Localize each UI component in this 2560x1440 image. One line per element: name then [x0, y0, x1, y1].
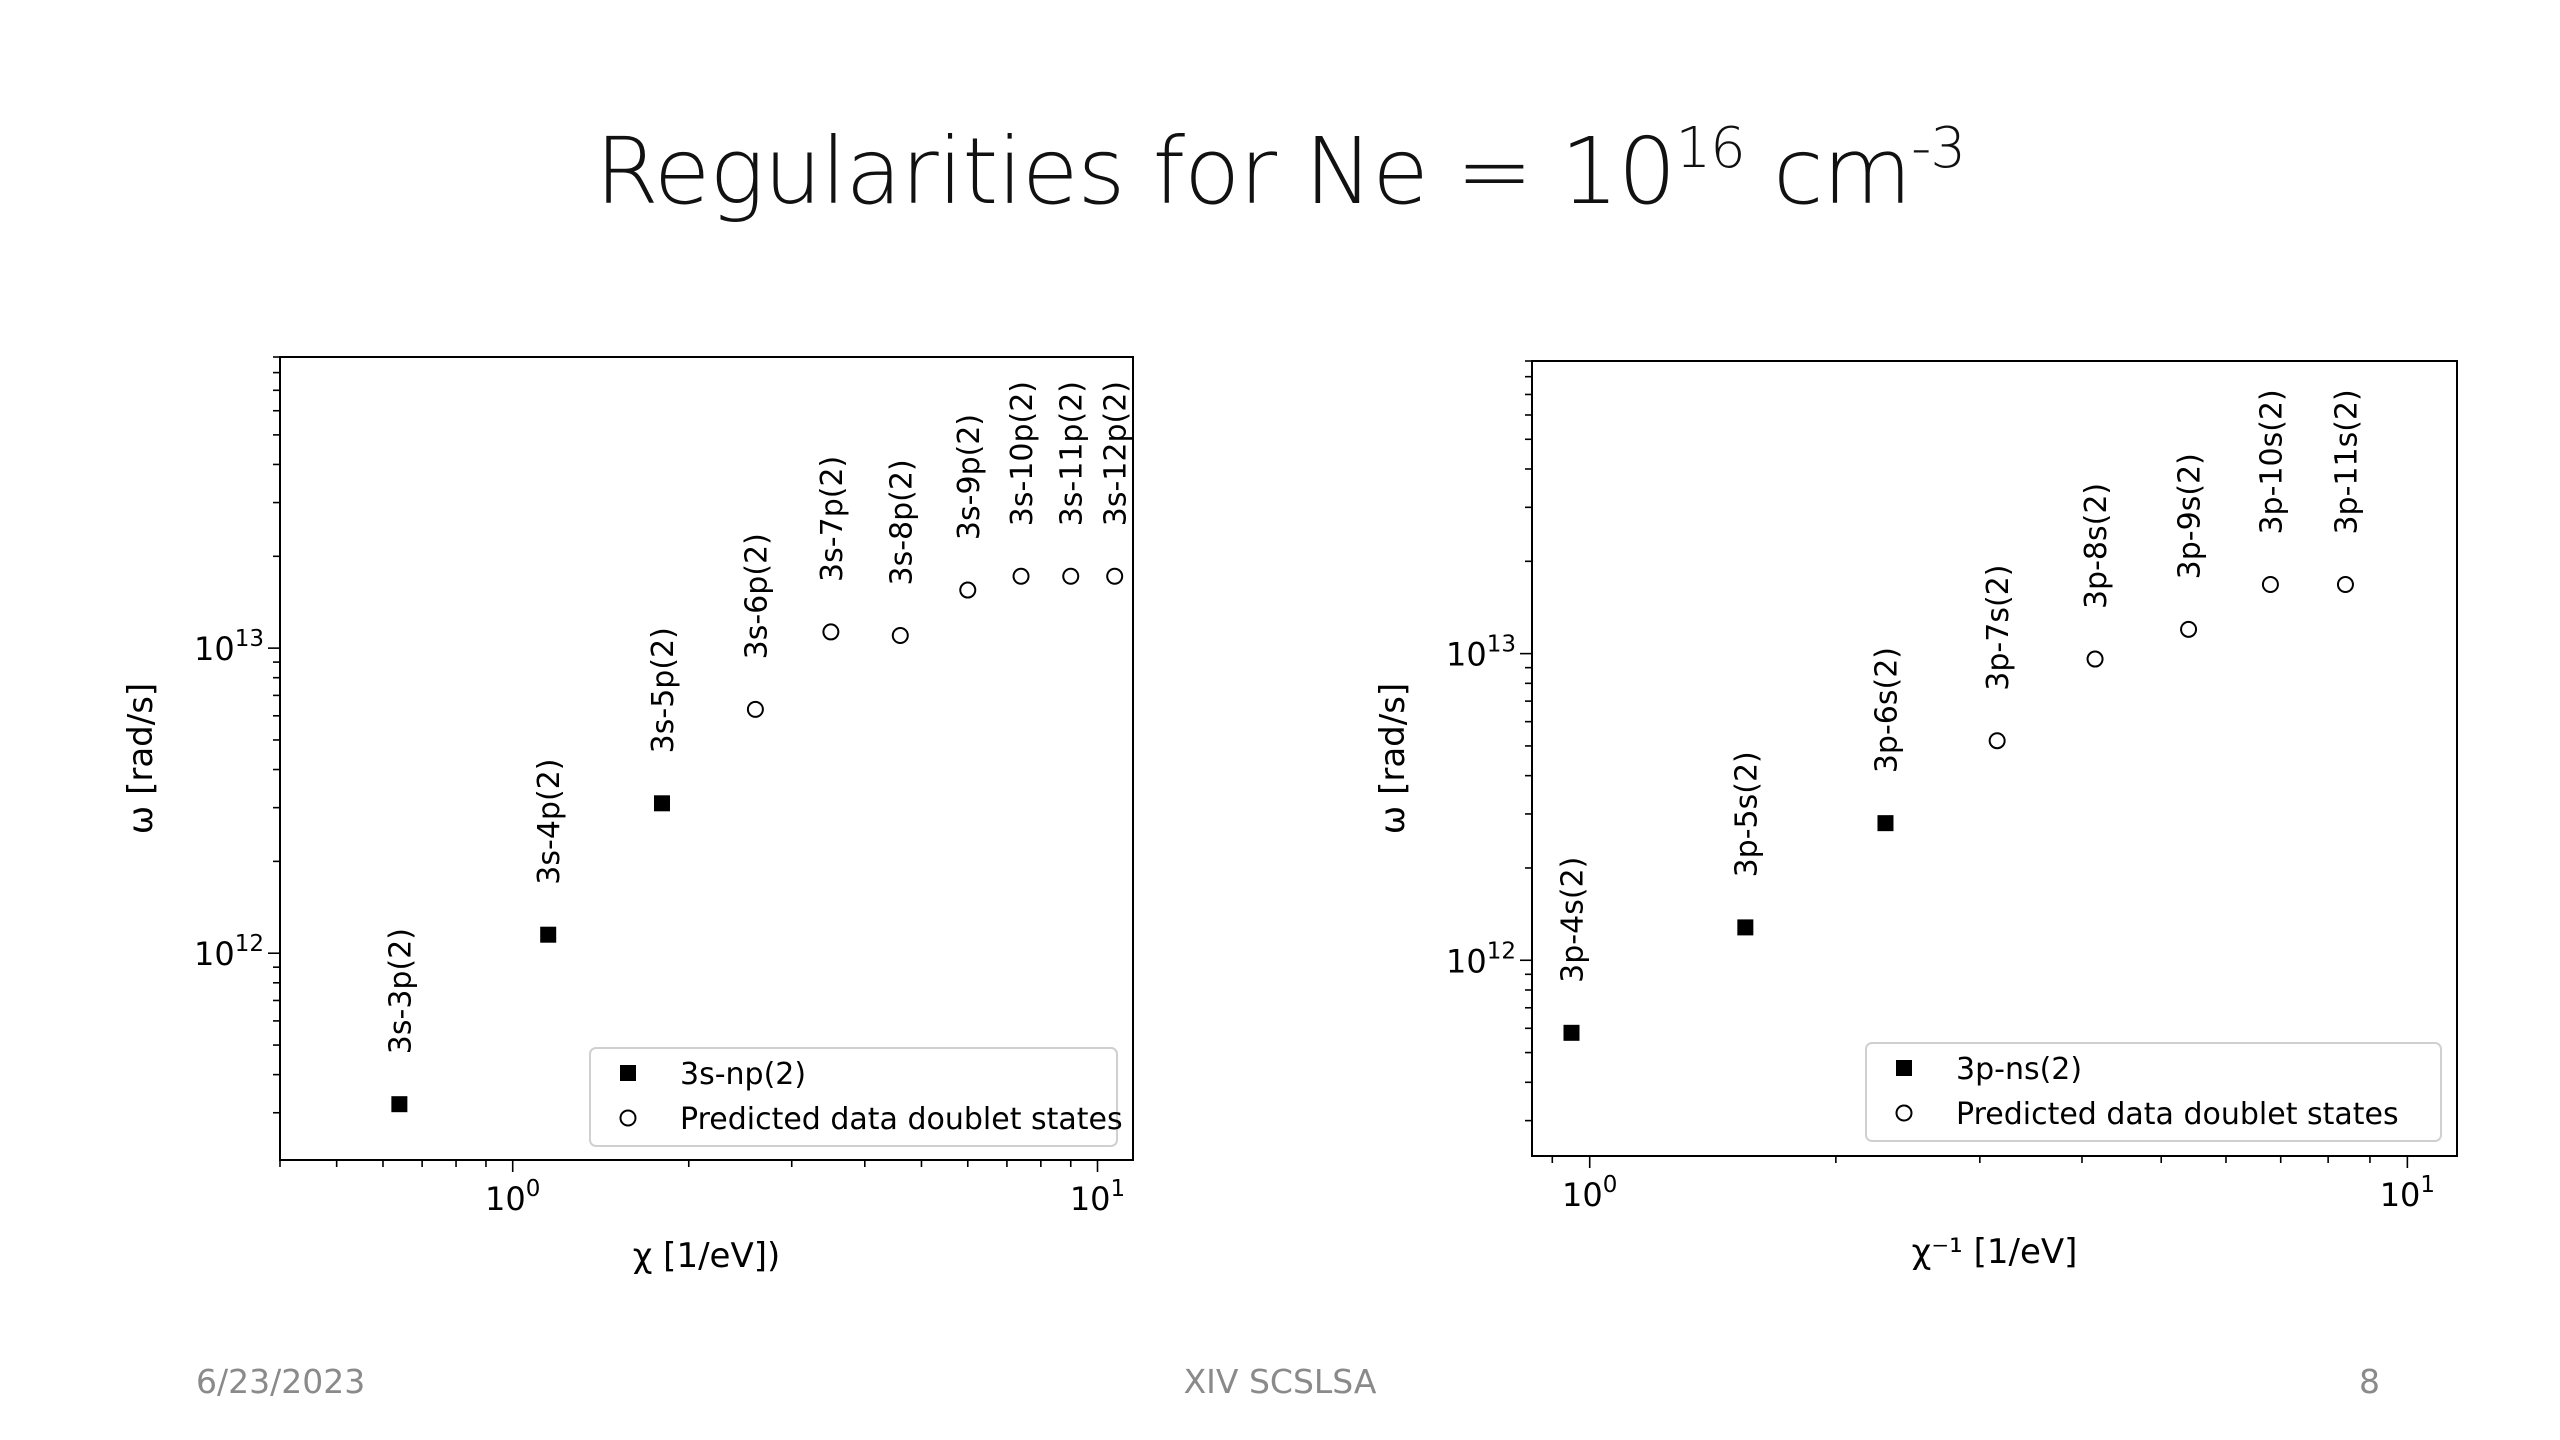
x-tick-label: 100 [485, 1176, 540, 1218]
point-label: 3p-6s(2) [1869, 647, 1904, 773]
data-point-circle [2261, 576, 2279, 594]
y-tick-label: 1013 [1446, 632, 1516, 674]
slide-title-unit-exponent: -3 [1911, 116, 1966, 181]
point-label: 3s-10p(2) [1005, 381, 1040, 526]
data-point-circle [1012, 567, 1030, 585]
point-label: 3p-8s(2) [2079, 483, 2114, 609]
legend-marker-square [1896, 1060, 1912, 1076]
legend-entry: Predicted data doublet states [1956, 1097, 2399, 1132]
point-label: 3s-6p(2) [739, 533, 774, 659]
data-point-circle [891, 627, 909, 644]
slide-title: Regularities for Ne = 1016 cm-3 [0, 118, 2560, 225]
footer-date: 6/23/2023 [196, 1362, 366, 1401]
data-point-circle [1106, 567, 1124, 585]
data-point-circle [959, 581, 977, 599]
legend-box [589, 1047, 1118, 1147]
point-label: 3p-7s(2) [1981, 565, 2016, 691]
data-point-square [540, 926, 557, 943]
chart-1: 100 101 1012 1013 χ [1/eV]) ω [rad/s] 3s-3p(2)… [121, 356, 1134, 1276]
point-label: 3s-8p(2) [884, 459, 919, 585]
data-point-circle [1988, 732, 2006, 750]
chart-2: 100 101 1012 1013 χ⁻¹ [1/eV] ω [rad/s] 3p-4s(2… [1373, 360, 2458, 1272]
x-tick-label: 101 [2380, 1172, 2435, 1214]
legend-box [1865, 1042, 2442, 1142]
y-axis-label: ω [rad/s] [1373, 683, 1413, 834]
legend-entry: 3p-ns(2) [1956, 1052, 2082, 1087]
legend-entry: Predicted data doublet states [680, 1102, 1123, 1137]
y-axis-label: ω [rad/s] [121, 683, 161, 834]
plot-frame [279, 356, 1134, 1161]
legend: 3p-ns(2) Predicted data doublet states [1865, 1042, 2442, 1142]
plot-frame [1531, 360, 2458, 1157]
legend-entry: 3s-np(2) [680, 1057, 806, 1092]
slide-title-main: Regularities for Ne = 10 [594, 118, 1676, 225]
data-point-circle [1062, 567, 1080, 585]
point-label: 3p-10s(2) [2254, 389, 2289, 534]
point-label: 3s-11p(2) [1055, 381, 1090, 526]
point-label: 3s-5p(2) [646, 627, 681, 753]
x-tick-label: 101 [1070, 1176, 1125, 1218]
legend-marker-square [620, 1065, 636, 1081]
data-point-circle [2086, 650, 2104, 668]
point-label: 3p-11s(2) [2329, 389, 2364, 534]
x-axis-label: χ [1/eV]) [633, 1236, 781, 1276]
point-label: 3s-9p(2) [952, 414, 987, 540]
point-label: 3p-9s(2) [2173, 453, 2208, 579]
data-point-square [1737, 919, 1754, 936]
y-tick-label: 1013 [194, 626, 264, 668]
y-tick-label: 1012 [194, 931, 264, 973]
data-point-circle [2336, 576, 2354, 594]
point-label: 3p-4s(2) [1555, 857, 1590, 983]
data-point-circle [2180, 620, 2198, 638]
point-label: 3p-5s(2) [1729, 751, 1764, 877]
data-point-circle [746, 700, 764, 718]
point-label: 3s-4p(2) [532, 759, 567, 885]
x-tick-label: 100 [1562, 1172, 1617, 1214]
data-point-square [1563, 1024, 1580, 1041]
legend: 3s-np(2) Predicted data doublet states [589, 1047, 1123, 1147]
slide-title-exponent: 16 [1675, 116, 1745, 181]
slide-title-unit: cm [1744, 118, 1912, 225]
legend-marker-circle [1895, 1104, 1913, 1122]
legend-marker-circle [619, 1109, 637, 1127]
footer-page-number: 8 [2359, 1362, 2380, 1401]
data-point-circle [822, 623, 840, 641]
point-label: 3s-7p(2) [815, 456, 850, 582]
point-label: 3s-12p(2) [1099, 381, 1134, 526]
data-point-square [653, 795, 670, 812]
y-tick-label: 1012 [1446, 938, 1516, 980]
footer-event: XIV SCSLSA [1183, 1362, 1377, 1401]
point-label: 3s-3p(2) [383, 928, 418, 1054]
data-point-square [391, 1096, 408, 1113]
x-axis-label: χ⁻¹ [1/eV] [1912, 1232, 2078, 1272]
data-point-square [1877, 815, 1894, 832]
